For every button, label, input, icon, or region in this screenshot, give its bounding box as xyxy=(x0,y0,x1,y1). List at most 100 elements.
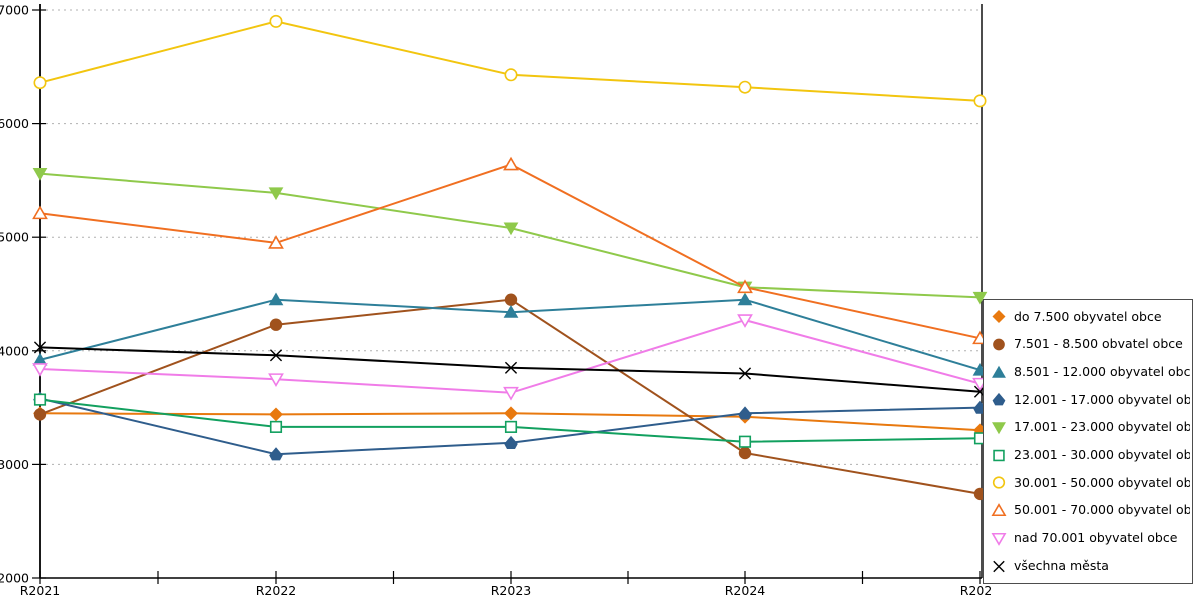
series-7 xyxy=(32,156,988,345)
legend-label: 8.501 - 12.000 obyvatel obce xyxy=(1014,364,1190,379)
data-point-marker xyxy=(269,318,283,331)
data-point-marker xyxy=(993,560,1005,572)
data-point-marker xyxy=(991,503,1007,517)
series-line xyxy=(39,398,981,443)
series-4 xyxy=(32,168,988,305)
triangle-up-legend-icon xyxy=(991,503,1007,517)
legend-item-9: všechna města xyxy=(991,559,1190,574)
x-tick-label: R2021 xyxy=(20,583,61,598)
legend-item-7: 50.001 - 70.000 obyvatel obc... xyxy=(991,503,1190,518)
legend-item-1: 7.501 - 8.500 obvatel obce xyxy=(991,337,1190,352)
data-point-marker xyxy=(32,363,48,377)
legend-label: 17.001 - 23.000 obyvatel obc... xyxy=(1014,420,1190,435)
series-1 xyxy=(33,293,987,501)
legend-label: do 7.500 obyvatel obce xyxy=(1014,309,1162,324)
data-point-marker xyxy=(268,187,284,201)
triangle-up-legend-icon xyxy=(992,365,1006,378)
data-point-marker xyxy=(973,94,987,108)
x-tick-label: R2025 xyxy=(960,583,1001,598)
data-point-marker xyxy=(738,406,752,420)
x-legend-icon xyxy=(993,560,1005,572)
data-point-marker xyxy=(503,222,519,236)
data-point-marker xyxy=(738,367,752,380)
series-line xyxy=(39,319,981,394)
data-point-marker xyxy=(992,422,1006,435)
data-point-marker xyxy=(738,446,752,460)
data-point-marker xyxy=(993,338,1005,351)
data-point-marker xyxy=(504,293,518,306)
data-point-marker xyxy=(269,420,283,433)
data-point-marker xyxy=(503,304,519,318)
data-point-marker xyxy=(33,76,47,90)
y-tick-label: 2000 xyxy=(0,571,29,586)
series-2 xyxy=(32,292,988,376)
legend-item-4: 17.001 - 23.000 obyvatel obc... xyxy=(991,420,1190,435)
y-tick-label: 5000 xyxy=(0,230,29,245)
data-point-marker xyxy=(504,406,518,421)
legend-item-5: 23.001 - 30.000 obyvatel obc... xyxy=(991,448,1190,463)
data-point-marker xyxy=(504,68,518,82)
y-tick-label: 3000 xyxy=(0,457,29,472)
data-point-marker xyxy=(269,407,283,422)
data-point-marker xyxy=(992,365,1006,378)
data-point-marker xyxy=(738,435,752,448)
data-point-marker xyxy=(504,420,518,433)
chart-legend: do 7.500 obyvatel obce 7.501 - 8.500 obva… xyxy=(983,299,1193,584)
data-point-marker xyxy=(33,408,47,421)
data-point-marker xyxy=(268,235,284,249)
square-legend-icon xyxy=(993,449,1005,462)
x-tick-label: R2023 xyxy=(491,583,532,598)
x-tick-label: R2024 xyxy=(725,583,766,598)
data-point-marker xyxy=(737,279,753,294)
data-point-marker xyxy=(32,168,48,181)
y-tick-label: 7000 xyxy=(0,3,29,18)
data-point-marker xyxy=(972,291,988,305)
data-point-marker xyxy=(504,435,518,450)
circle-legend-icon xyxy=(992,476,1006,490)
data-point-marker xyxy=(992,310,1006,324)
legend-item-0: do 7.500 obyvatel obce xyxy=(991,309,1190,324)
data-point-marker xyxy=(993,449,1005,462)
legend-label: 7.501 - 8.500 obvatel obce xyxy=(1014,337,1183,352)
data-point-marker xyxy=(992,393,1006,406)
circle-legend-icon xyxy=(993,338,1005,351)
series-8 xyxy=(32,314,988,401)
series-5 xyxy=(33,393,987,448)
series-line xyxy=(39,172,981,299)
pentagon-legend-icon xyxy=(992,393,1006,406)
y-tick-label: 4000 xyxy=(0,343,29,358)
series-3 xyxy=(33,391,987,461)
legend-label: nad 70.001 obyvatel obce xyxy=(1014,530,1178,546)
data-point-marker xyxy=(32,205,48,220)
y-tick-label: 6000 xyxy=(0,116,29,131)
legend-label: 12.001 - 17.000 obyvatel obc... xyxy=(1014,392,1190,407)
data-point-marker xyxy=(991,532,1007,546)
data-point-marker xyxy=(503,386,519,401)
legend-label: 23.001 - 30.000 obyvatel obc... xyxy=(1014,447,1190,463)
series-6 xyxy=(33,14,987,108)
legend-item-6: 30.001 - 50.000 obyvatel obc... xyxy=(991,475,1190,490)
triangle-down-legend-icon xyxy=(991,532,1007,546)
data-point-marker xyxy=(269,349,283,362)
data-point-marker xyxy=(268,373,284,388)
data-point-marker xyxy=(269,14,283,28)
triangle-down-legend-icon xyxy=(992,422,1006,435)
data-point-marker xyxy=(737,292,753,306)
x-tick-label: R2022 xyxy=(256,583,297,598)
legend-item-2: 8.501 - 12.000 obyvatel obce xyxy=(991,365,1190,380)
data-point-marker xyxy=(992,476,1006,490)
series-line xyxy=(39,20,981,102)
diamond-legend-icon xyxy=(992,310,1006,324)
legend-label: 30.001 - 50.000 obyvatel obc... xyxy=(1014,475,1190,490)
data-point-marker xyxy=(268,292,284,306)
legend-label: všechna města xyxy=(1014,558,1109,573)
data-point-marker xyxy=(504,361,518,374)
data-point-marker xyxy=(737,314,753,328)
data-point-marker xyxy=(33,341,47,354)
data-point-marker xyxy=(269,447,283,461)
data-point-marker xyxy=(503,156,519,171)
legend-label: 50.001 - 70.000 obyvatel obc... xyxy=(1014,503,1190,518)
data-point-marker xyxy=(738,80,752,94)
